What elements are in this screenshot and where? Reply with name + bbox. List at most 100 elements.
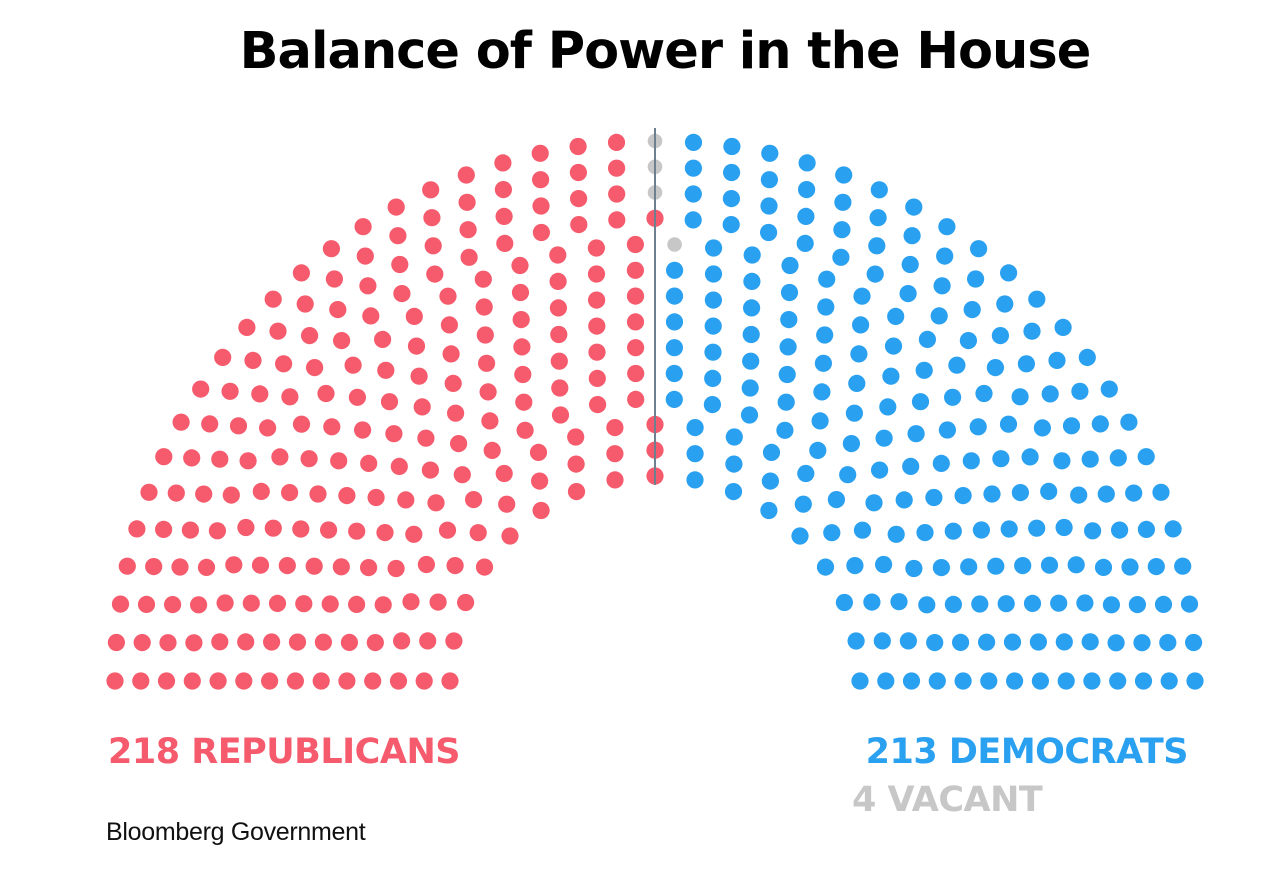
seat-republicans — [281, 484, 299, 502]
seat-democrats — [665, 390, 683, 408]
seat-republicans — [424, 237, 442, 255]
seat-democrats — [1028, 290, 1046, 308]
seat-democrats — [999, 415, 1018, 433]
seat-democrats — [1137, 448, 1155, 466]
source-credit: Bloomberg Government — [106, 818, 366, 846]
seat-democrats — [1125, 484, 1143, 502]
seat-democrats — [760, 501, 778, 520]
seat-democrats — [686, 445, 704, 463]
seat-democrats — [704, 343, 722, 361]
seat-democrats — [911, 393, 930, 411]
seat-republicans — [359, 277, 377, 295]
seat-democrats — [1083, 672, 1101, 690]
seat-democrats — [665, 287, 684, 305]
seat-democrats — [704, 291, 723, 309]
seat-democrats — [761, 472, 780, 490]
seat-republicans — [494, 154, 512, 172]
seat-democrats — [963, 301, 981, 319]
seat-republicans — [587, 265, 606, 283]
seat-democrats — [870, 181, 888, 199]
seat-republicans — [259, 419, 277, 437]
seat-republicans — [145, 558, 163, 576]
seat-democrats — [760, 197, 778, 215]
seat-republicans — [387, 198, 405, 216]
seat-republicans — [306, 359, 324, 377]
seat-democrats — [1028, 519, 1046, 537]
seat-republicans — [171, 558, 189, 576]
seat-democrats — [1011, 388, 1029, 406]
seat-democrats — [944, 388, 962, 406]
seat-republicans — [439, 287, 457, 305]
seat-republicans — [374, 596, 392, 614]
seat-democrats — [704, 317, 722, 335]
seat-democrats — [1071, 382, 1089, 400]
seat-democrats — [1070, 486, 1088, 504]
seat-democrats — [665, 313, 684, 331]
seat-republicans — [380, 393, 399, 411]
seat-democrats — [686, 471, 704, 489]
seat-democrats — [992, 450, 1010, 468]
seat-democrats — [780, 311, 798, 329]
seat-republicans — [479, 383, 497, 401]
seat-republicans — [516, 421, 534, 439]
seat-republicans — [292, 264, 310, 282]
seat-democrats — [665, 364, 683, 383]
seat-republicans — [239, 452, 257, 470]
seat-democrats — [798, 154, 816, 172]
seat-democrats — [873, 632, 891, 650]
seat-democrats — [948, 356, 966, 374]
seat-republicans — [164, 596, 182, 614]
seat-republicans — [252, 482, 270, 500]
seat-republicans — [238, 318, 256, 336]
seat-republicans — [494, 181, 512, 199]
seat-democrats — [848, 374, 866, 392]
seat-republicans — [495, 464, 513, 483]
seat-republicans — [269, 322, 287, 340]
seat-republicans — [183, 449, 201, 467]
seat-republicans — [458, 193, 476, 211]
seat-republicans — [405, 525, 423, 543]
seat-democrats — [797, 207, 815, 225]
seat-democrats — [851, 672, 869, 690]
seat-democrats — [871, 461, 889, 479]
seat-republicans — [292, 520, 310, 538]
seat-democrats — [1062, 417, 1081, 435]
seat-republicans — [627, 364, 645, 383]
seat-democrats — [903, 227, 921, 245]
seat-democrats — [686, 419, 704, 437]
seat-democrats — [1040, 482, 1058, 500]
seat-republicans — [551, 406, 570, 424]
seat-republicans — [325, 270, 343, 288]
seat-republicans — [322, 240, 340, 258]
seat-democrats — [1050, 594, 1068, 612]
seat-democrats — [1067, 556, 1085, 574]
seat-democrats — [1029, 633, 1047, 651]
seat-democrats — [1055, 633, 1073, 651]
seat-republicans — [309, 485, 327, 503]
seat-republicans — [155, 448, 173, 466]
seat-democrats — [1159, 634, 1177, 652]
seat-democrats — [986, 359, 1005, 377]
seat-republicans — [263, 633, 281, 651]
seat-republicans — [376, 524, 394, 542]
seat-democrats — [1160, 672, 1178, 690]
seat-republicans — [244, 351, 262, 369]
seat-democrats — [794, 495, 812, 513]
seat-democrats — [996, 295, 1014, 313]
seat-democrats — [1017, 355, 1035, 373]
seat-republicans — [419, 632, 437, 650]
seat-republicans — [360, 454, 378, 472]
seat-republicans — [410, 367, 428, 385]
seat-republicans — [251, 556, 270, 574]
seat-democrats — [1109, 449, 1127, 467]
seat-democrats — [1078, 348, 1096, 366]
seat-republicans — [570, 216, 588, 234]
seat-republicans — [235, 672, 253, 690]
seat-democrats — [915, 361, 933, 379]
seat-republicans — [511, 283, 530, 302]
seat-republicans — [128, 520, 146, 538]
seat-republicans — [225, 556, 243, 574]
seat-democrats — [833, 221, 851, 239]
seat-democrats — [938, 218, 956, 236]
